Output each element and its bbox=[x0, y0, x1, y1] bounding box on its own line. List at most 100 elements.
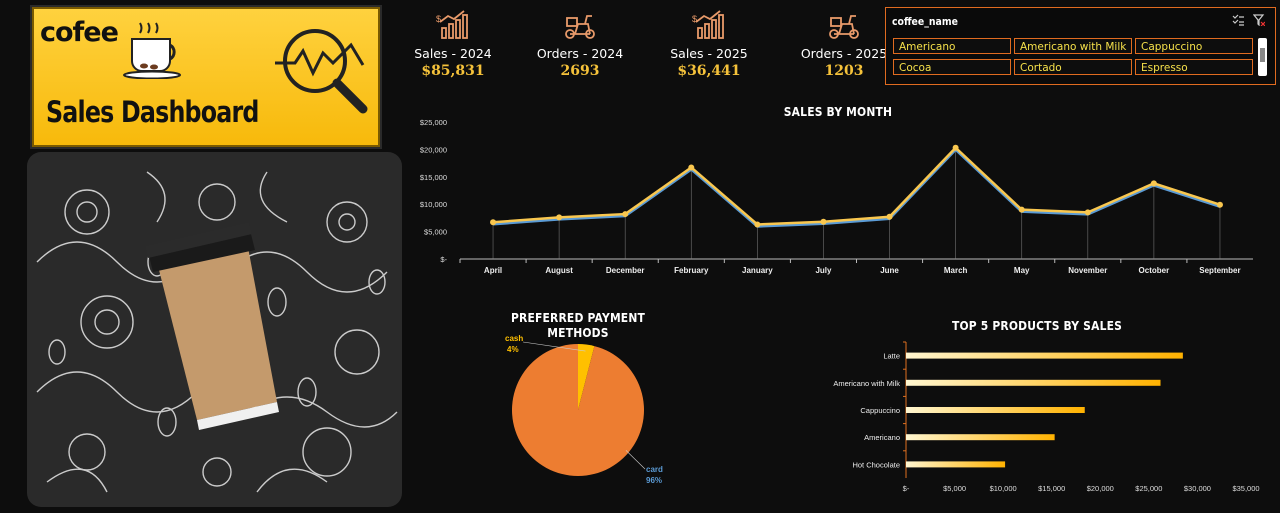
series-line-shadow bbox=[492, 147, 1221, 228]
kpi-orders-2025: Orders - 2025 1203 bbox=[789, 10, 899, 79]
y-tick-label: Americano with Milk bbox=[833, 379, 900, 388]
brand-name: cofee bbox=[40, 17, 119, 48]
data-point bbox=[556, 214, 563, 221]
pie-label-pct: 96% bbox=[646, 476, 662, 485]
slicer-item-cappuccino[interactable]: Cappuccino bbox=[1135, 38, 1253, 54]
coffee-cup-icon bbox=[123, 22, 181, 79]
data-point bbox=[1084, 209, 1091, 216]
slicer-scroll-thumb[interactable] bbox=[1260, 48, 1265, 62]
x-tick-label: September bbox=[1199, 266, 1240, 275]
x-tick-label: $5,000 bbox=[943, 484, 966, 493]
payment-methods-pie: cash 4% card 96% bbox=[505, 334, 663, 485]
x-tick-label: April bbox=[484, 266, 502, 275]
dashboard-banner: cofee Sales Dashboard bbox=[30, 5, 382, 149]
y-tick-label: $5,000 bbox=[424, 228, 447, 237]
data-point bbox=[952, 144, 959, 151]
pie-slice-card bbox=[512, 344, 644, 476]
kpi-value: 1203 bbox=[824, 63, 864, 79]
coffee-artwork bbox=[27, 152, 402, 507]
svg-text:$: $ bbox=[692, 14, 697, 24]
kpi-sales-2024: $ Sales - 2024 $85,831 bbox=[398, 10, 508, 79]
slicer-item-americano-with-milk[interactable]: Americano with Milk bbox=[1014, 38, 1132, 54]
data-point bbox=[1150, 180, 1157, 187]
pie-label-name: card bbox=[646, 465, 663, 474]
coffee-name-slicer[interactable]: coffee_name Americano Americano with Mil… bbox=[885, 7, 1276, 85]
x-tick-label: January bbox=[742, 266, 773, 275]
bar-growth-icon: $ bbox=[436, 10, 468, 39]
x-tick-label: $25,000 bbox=[1135, 484, 1162, 493]
y-tick-label: $25,000 bbox=[420, 118, 447, 127]
kpi-label: Sales - 2025 bbox=[670, 46, 748, 61]
bar bbox=[906, 352, 1183, 359]
slicer-title: coffee_name bbox=[892, 15, 958, 28]
slicer-item-espresso[interactable]: Espresso bbox=[1135, 59, 1253, 75]
y-tick-label: Americano bbox=[864, 433, 900, 442]
series-line bbox=[492, 145, 1221, 226]
x-tick-label: March bbox=[944, 266, 968, 275]
y-tick-label: $20,000 bbox=[420, 145, 447, 154]
x-tick-label: $15,000 bbox=[1038, 484, 1065, 493]
bar bbox=[906, 461, 1006, 468]
kpi-sales-2025: $ Sales - 2025 $36,441 bbox=[654, 10, 764, 79]
slicer-item-cortado[interactable]: Cortado bbox=[1014, 59, 1132, 75]
kpi-value: $36,441 bbox=[677, 63, 741, 79]
kpi-value: $85,831 bbox=[421, 63, 485, 79]
data-point bbox=[820, 218, 827, 225]
kpi-value: 2693 bbox=[560, 63, 600, 79]
line-chart-title: SALES BY MONTH bbox=[783, 104, 893, 119]
kpi-label: Orders - 2024 bbox=[536, 46, 624, 61]
x-tick-label: August bbox=[545, 266, 573, 275]
y-tick-label: Cappuccino bbox=[860, 406, 900, 415]
x-tick-label: July bbox=[815, 266, 832, 275]
data-point bbox=[688, 164, 695, 171]
delivery-scooter-icon bbox=[565, 15, 595, 39]
x-tick-label: $30,000 bbox=[1184, 484, 1211, 493]
x-tick-label: $20,000 bbox=[1087, 484, 1114, 493]
bar-chart-title: TOP 5 PRODUCTS BY SALES bbox=[951, 318, 1123, 333]
data-point bbox=[622, 211, 629, 218]
y-tick-label: Hot Chocolate bbox=[852, 460, 900, 469]
y-tick-label: $15,000 bbox=[420, 173, 447, 182]
pie-slice-cash bbox=[578, 344, 595, 410]
y-tick-label: $10,000 bbox=[420, 200, 447, 209]
x-tick-label: February bbox=[674, 266, 709, 275]
x-tick-label: June bbox=[880, 266, 899, 275]
x-tick-label: December bbox=[606, 266, 645, 275]
pie-label-name: cash bbox=[505, 334, 523, 343]
y-tick-label: Latte bbox=[883, 352, 900, 361]
y-tick-label: $- bbox=[440, 255, 447, 264]
bar-growth-icon: $ bbox=[692, 10, 724, 39]
kpi-label: Orders - 2025 bbox=[800, 46, 888, 61]
data-point bbox=[1018, 206, 1025, 213]
kpi-label: Sales - 2024 bbox=[414, 46, 492, 61]
x-tick-label: November bbox=[1068, 266, 1107, 275]
decorative-doodle-illustration bbox=[36, 171, 398, 493]
paper-cup-icon bbox=[145, 222, 279, 430]
pie-chart-title: PREFERRED PAYMENT METHODS bbox=[510, 310, 646, 340]
pie-leader-line bbox=[625, 450, 646, 470]
svg-text:$: $ bbox=[436, 14, 441, 24]
data-point bbox=[886, 213, 893, 220]
x-tick-label: $- bbox=[903, 484, 910, 493]
clear-filter-icon[interactable] bbox=[1253, 14, 1265, 26]
pie-leader-line bbox=[522, 341, 586, 352]
magnifier-analytics-icon bbox=[275, 29, 368, 114]
data-point bbox=[1216, 201, 1223, 208]
x-tick-label: October bbox=[1139, 266, 1170, 275]
x-tick-label: $35,000 bbox=[1232, 484, 1259, 493]
slicer-scrollbar[interactable] bbox=[1258, 38, 1267, 76]
x-tick-label: May bbox=[1014, 266, 1030, 275]
bar bbox=[906, 434, 1055, 441]
pie-label-pct: 4% bbox=[507, 345, 519, 354]
kpi-orders-2024: Orders - 2024 2693 bbox=[525, 10, 635, 79]
bar bbox=[906, 407, 1085, 413]
slicer-item-americano[interactable]: Americano bbox=[893, 38, 1011, 54]
delivery-scooter-icon bbox=[829, 15, 859, 39]
multi-select-icon[interactable] bbox=[1232, 14, 1244, 26]
data-point bbox=[490, 219, 497, 226]
bar bbox=[906, 379, 1161, 386]
sales-by-month-chart: $- $5,000 $10,000 $15,000 $20,000 $25,000 Apri… bbox=[420, 118, 1253, 275]
data-point bbox=[754, 221, 761, 228]
slicer-item-cocoa[interactable]: Cocoa bbox=[893, 59, 1011, 75]
x-tick-label: $10,000 bbox=[990, 484, 1017, 493]
